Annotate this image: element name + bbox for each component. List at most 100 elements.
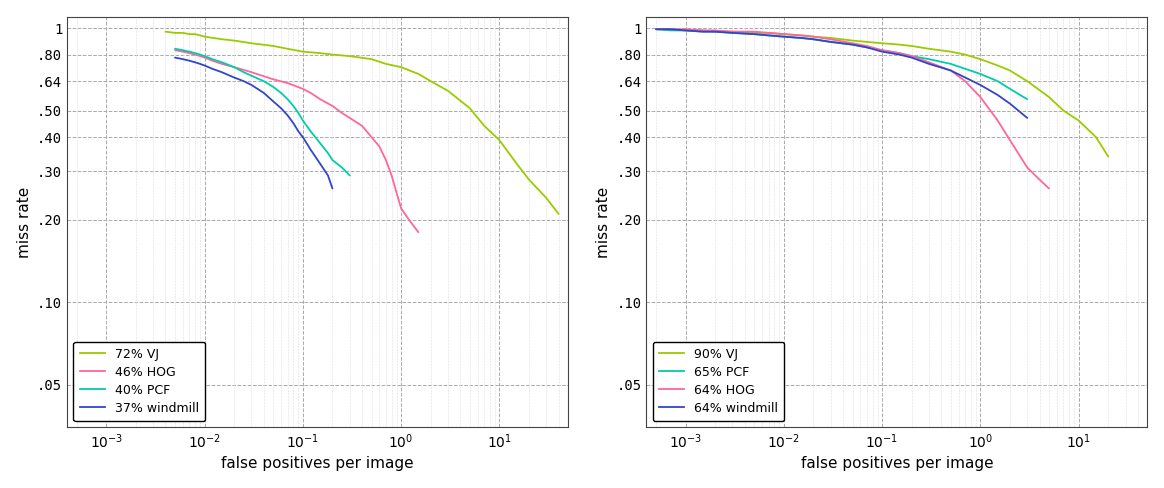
46% HOG <box>390 190 404 196</box>
90% VJ <box>1057 108 1071 114</box>
65% PCF <box>1021 96 1035 102</box>
65% PCF <box>845 41 859 47</box>
X-axis label: false positives per image: false positives per image <box>801 456 993 471</box>
64% windmill <box>776 34 790 40</box>
64% HOG <box>761 30 775 36</box>
37% windmill <box>296 134 310 140</box>
46% HOG <box>176 49 190 55</box>
72% VJ <box>244 41 258 46</box>
64% windmill <box>860 44 874 50</box>
64% windmill <box>1021 115 1035 121</box>
40% PCF <box>168 46 182 52</box>
46% HOG <box>227 64 241 70</box>
64% HOG <box>663 26 677 32</box>
64% HOG <box>958 78 972 84</box>
72% VJ <box>379 61 393 67</box>
64% windmill <box>991 92 1005 98</box>
40% PCF <box>267 84 281 90</box>
40% PCF <box>291 110 305 116</box>
64% HOG <box>893 50 907 56</box>
37% windmill <box>176 56 190 62</box>
46% HOG <box>326 103 340 109</box>
65% PCF <box>1003 86 1017 92</box>
37% windmill <box>326 185 340 191</box>
64% HOG <box>650 26 663 32</box>
40% PCF <box>286 103 300 109</box>
64% HOG <box>991 118 1005 123</box>
37% windmill <box>274 105 288 111</box>
64% windmill <box>747 31 761 37</box>
72% VJ <box>539 195 553 201</box>
Line: 46% HOG: 46% HOG <box>175 50 418 232</box>
64% windmill <box>958 75 972 81</box>
72% VJ <box>342 53 356 59</box>
40% PCF <box>257 78 271 84</box>
Y-axis label: miss rate: miss rate <box>596 186 611 258</box>
46% HOG <box>244 69 258 75</box>
40% PCF <box>281 96 294 102</box>
37% windmill <box>291 128 305 134</box>
72% VJ <box>281 46 294 52</box>
Line: 65% PCF: 65% PCF <box>656 29 1028 99</box>
37% windmill <box>244 82 258 88</box>
65% PCF <box>922 56 936 62</box>
65% PCF <box>944 61 958 67</box>
46% HOG <box>267 77 281 82</box>
64% windmill <box>663 26 677 32</box>
40% PCF <box>244 73 258 79</box>
65% PCF <box>875 47 889 53</box>
72% VJ <box>477 123 491 129</box>
90% VJ <box>875 41 889 46</box>
64% HOG <box>725 29 739 35</box>
90% VJ <box>893 41 907 47</box>
64% HOG <box>1003 137 1017 143</box>
72% VJ <box>215 36 229 42</box>
72% VJ <box>198 34 212 40</box>
40% PCF <box>335 164 349 170</box>
46% HOG <box>183 50 197 56</box>
72% VJ <box>296 49 310 55</box>
64% HOG <box>1032 177 1046 183</box>
Line: 37% windmill: 37% windmill <box>175 58 333 188</box>
40% PCF <box>326 157 340 163</box>
37% windmill <box>257 90 271 96</box>
37% windmill <box>215 69 229 75</box>
64% windmill <box>708 29 722 35</box>
40% PCF <box>296 118 310 123</box>
X-axis label: false positives per image: false positives per image <box>221 456 414 471</box>
Line: 64% windmill: 64% windmill <box>656 29 1028 118</box>
46% HOG <box>335 110 349 116</box>
64% HOG <box>1042 185 1056 191</box>
64% HOG <box>747 29 761 35</box>
65% PCF <box>725 30 739 36</box>
64% HOG <box>679 26 693 32</box>
37% windmill <box>205 66 219 72</box>
40% PCF <box>198 53 212 59</box>
72% VJ <box>193 33 207 39</box>
37% windmill <box>168 55 182 61</box>
46% HOG <box>364 134 378 140</box>
65% PCF <box>860 44 874 50</box>
65% PCF <box>904 53 918 59</box>
46% HOG <box>215 61 229 67</box>
46% HOG <box>395 205 409 211</box>
Legend: 90% VJ, 65% PCF, 64% HOG, 64% windmill: 90% VJ, 65% PCF, 64% HOG, 64% windmill <box>653 342 785 421</box>
46% HOG <box>205 58 219 63</box>
37% windmill <box>236 78 250 84</box>
90% VJ <box>650 26 663 32</box>
90% VJ <box>922 46 936 52</box>
37% windmill <box>286 120 300 126</box>
46% HOG <box>342 115 356 121</box>
72% VJ <box>176 30 190 36</box>
72% VJ <box>326 52 340 58</box>
64% HOG <box>973 94 987 100</box>
72% VJ <box>158 29 172 35</box>
65% PCF <box>991 78 1005 84</box>
90% VJ <box>845 38 859 43</box>
90% VJ <box>1042 94 1056 100</box>
64% HOG <box>708 27 722 33</box>
64% HOG <box>944 67 958 73</box>
72% VJ <box>411 71 425 77</box>
72% VJ <box>424 78 438 84</box>
Line: 72% VJ: 72% VJ <box>165 32 559 214</box>
